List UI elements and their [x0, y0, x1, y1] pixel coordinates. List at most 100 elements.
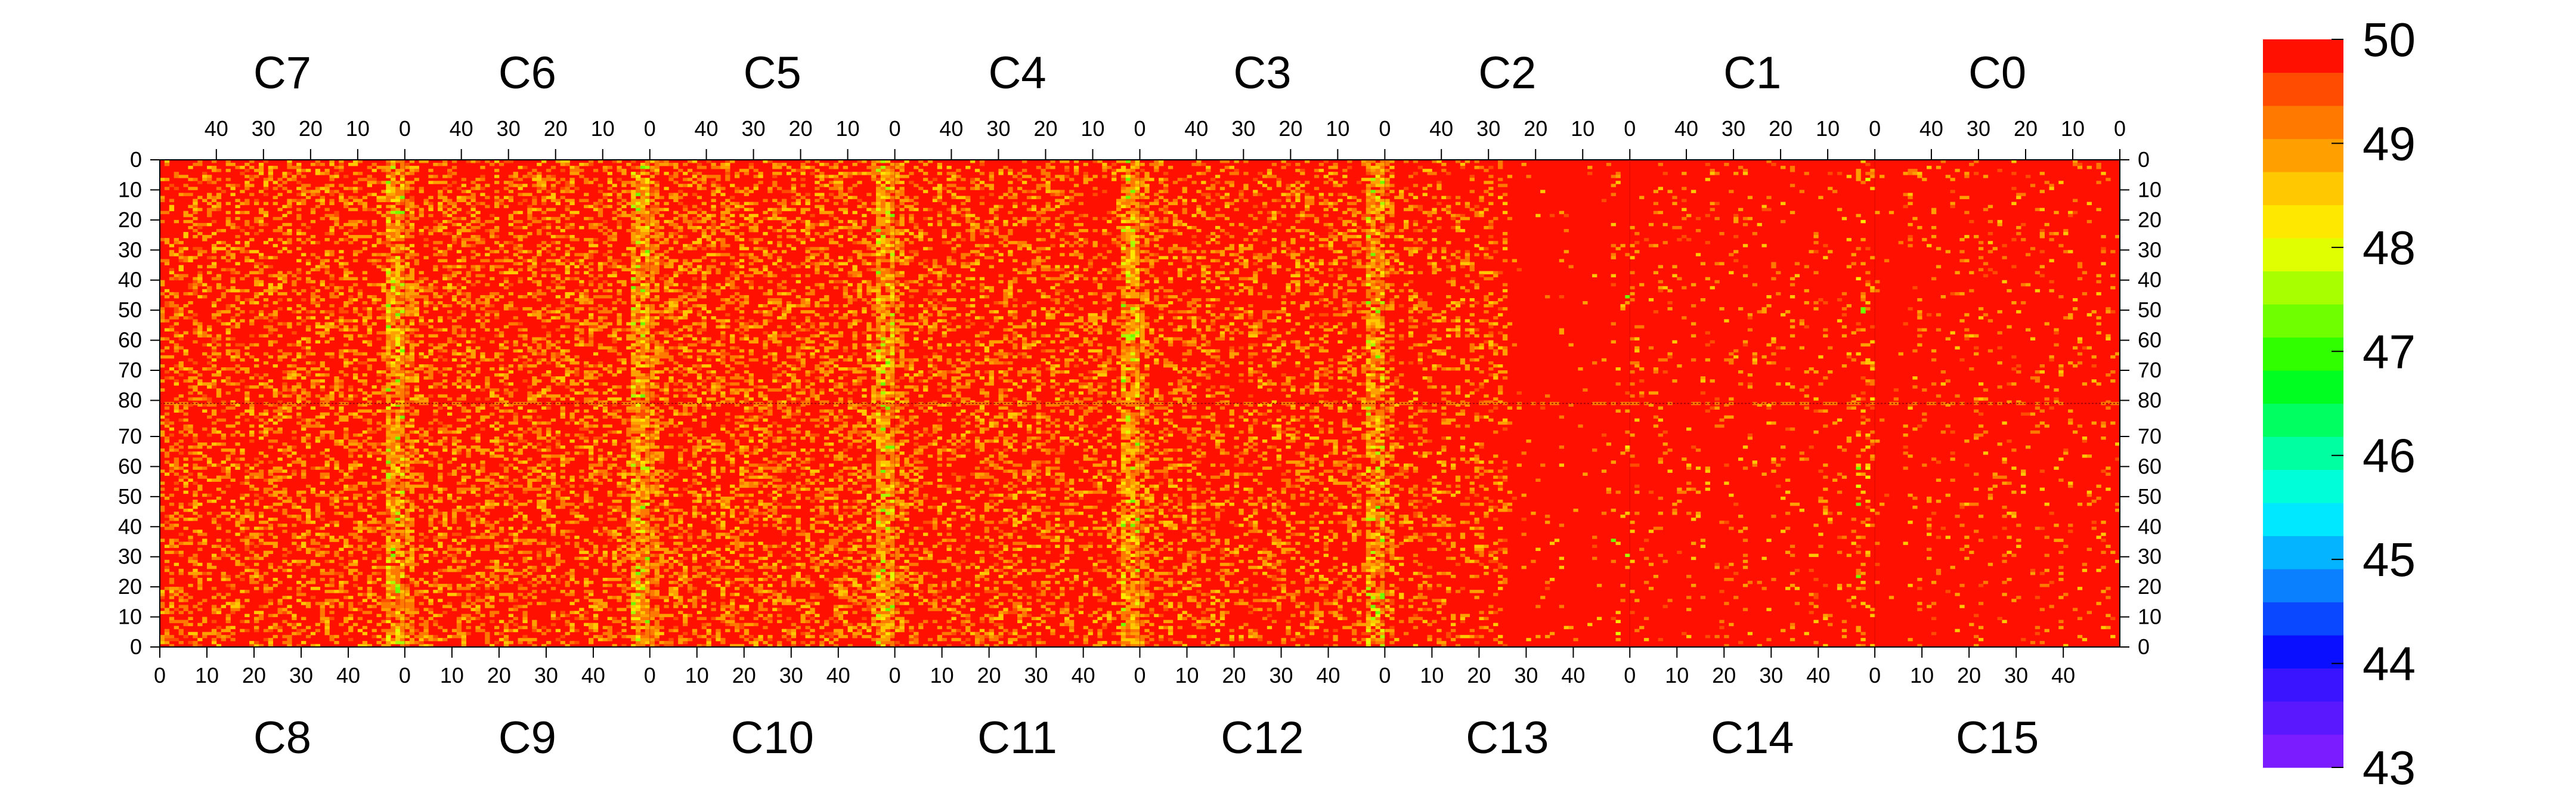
- heatmap-cell: [352, 568, 358, 572]
- heatmap-cell: [395, 379, 401, 383]
- heatmap-cell: [419, 602, 424, 605]
- heatmap-cell: [268, 469, 274, 473]
- heatmap-cell: [282, 559, 287, 564]
- heatmap-cell: [400, 225, 405, 230]
- heatmap-cell: [395, 442, 401, 446]
- heatmap-cell: [320, 578, 325, 581]
- heatmap-cell: [414, 400, 419, 404]
- heatmap-cell: [273, 313, 278, 317]
- heatmap-cell: [263, 325, 269, 329]
- heatmap-cell: [428, 521, 434, 524]
- heatmap-cell: [357, 334, 363, 338]
- heatmap-cell: [178, 568, 184, 572]
- heatmap-cell: [376, 640, 382, 645]
- heatmap-cell: [550, 187, 556, 190]
- heatmap-cell: [391, 394, 396, 398]
- heatmap-cell: [447, 274, 453, 278]
- heatmap-cell: [254, 292, 259, 296]
- heatmap-cell: [400, 620, 405, 624]
- heatmap-cell: [451, 271, 457, 275]
- heatmap-cell: [315, 301, 321, 305]
- heatmap-cell: [490, 310, 495, 314]
- heatmap-cell: [230, 247, 236, 250]
- heatmap-cell: [277, 502, 283, 506]
- heatmap-cell: [480, 316, 485, 320]
- heatmap-cell: [391, 472, 396, 476]
- heatmap-cell: [197, 547, 203, 552]
- heatmap-cell: [438, 544, 443, 548]
- heatmap-cell: [174, 448, 179, 452]
- heatmap-cell: [188, 427, 193, 431]
- heatmap-cell: [188, 178, 193, 181]
- heatmap-cell: [541, 181, 547, 184]
- heatmap-cell: [343, 304, 349, 308]
- heatmap-cell: [391, 160, 396, 163]
- heatmap-cell: [640, 247, 646, 250]
- heatmap-cell: [414, 310, 419, 314]
- heatmap-cell: [428, 208, 434, 212]
- heatmap-cell: [532, 382, 537, 386]
- heatmap-cell: [447, 584, 453, 587]
- heatmap-cell: [244, 169, 250, 172]
- heatmap-cell: [371, 445, 377, 449]
- heatmap-cell: [207, 562, 212, 566]
- heatmap-cell: [400, 403, 405, 407]
- heatmap-cell: [188, 640, 193, 645]
- heatmap-cell: [277, 457, 283, 461]
- heatmap-cell: [348, 448, 354, 452]
- heatmap-cell: [324, 268, 330, 271]
- heatmap-cell: [589, 388, 594, 392]
- heatmap-cell: [579, 259, 584, 262]
- heatmap-cell: [645, 166, 651, 169]
- heatmap-cell: [216, 277, 222, 281]
- heatmap-cell: [197, 487, 203, 491]
- heatmap-cell: [480, 337, 485, 340]
- heatmap-cell: [183, 593, 188, 596]
- heatmap-cell: [301, 439, 306, 443]
- heatmap-cell: [541, 241, 547, 244]
- heatmap-cell: [518, 235, 523, 239]
- heatmap-cell: [320, 259, 325, 262]
- heatmap-cell: [225, 169, 231, 172]
- heatmap-cell: [381, 169, 386, 172]
- heatmap-cell: [329, 216, 335, 221]
- heatmap-cell: [282, 448, 287, 452]
- heatmap-cell: [320, 475, 325, 479]
- heatmap-cell: [216, 286, 222, 290]
- heatmap-cell: [546, 222, 552, 227]
- heatmap-cell: [225, 331, 231, 335]
- heatmap-cell: [164, 289, 170, 293]
- heatmap-cell: [532, 313, 537, 317]
- heatmap-cell: [301, 175, 306, 178]
- heatmap-cell: [419, 160, 424, 163]
- heatmap-cell: [593, 202, 599, 206]
- heatmap-cell: [221, 469, 227, 473]
- heatmap-cell: [428, 634, 434, 639]
- heatmap-cell: [550, 268, 556, 271]
- heatmap-cell: [391, 481, 396, 485]
- heatmap-cell: [527, 208, 532, 212]
- heatmap-cell: [310, 490, 316, 494]
- heatmap-cell: [371, 259, 377, 262]
- heatmap-cell: [400, 415, 405, 419]
- heatmap-cell: [589, 313, 594, 317]
- heatmap-cell: [503, 376, 509, 380]
- heatmap-cell: [508, 382, 514, 386]
- heatmap-cell: [315, 367, 321, 371]
- heatmap-cell: [221, 466, 227, 470]
- heatmap-cell: [391, 163, 396, 166]
- heatmap-cell: [631, 216, 636, 221]
- heatmap-cell: [305, 509, 311, 512]
- heatmap-cell: [320, 265, 325, 268]
- heatmap-cell: [626, 213, 631, 218]
- heatmap-cell: [273, 256, 278, 259]
- heatmap-cell: [419, 334, 424, 338]
- heatmap-cell: [470, 352, 476, 356]
- heatmap-cell: [579, 337, 584, 340]
- heatmap-cell: [419, 352, 424, 356]
- heatmap-cell: [597, 328, 603, 332]
- heatmap-cell: [391, 208, 396, 212]
- heatmap-cell: [419, 544, 424, 548]
- heatmap-cell: [230, 222, 236, 227]
- heatmap-cell: [164, 640, 170, 645]
